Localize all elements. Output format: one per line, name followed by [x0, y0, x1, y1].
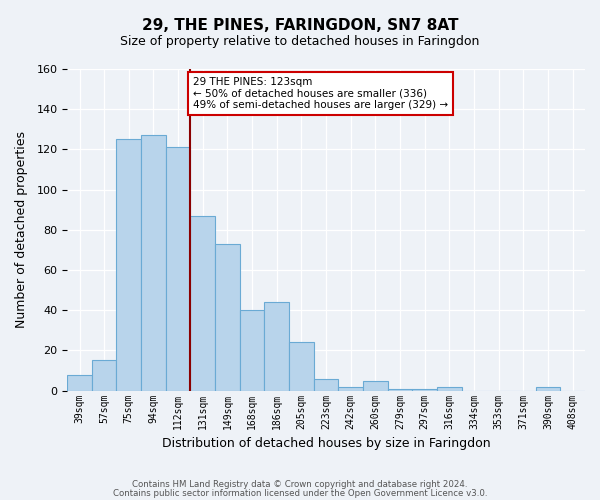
Bar: [314, 378, 338, 390]
Text: Contains HM Land Registry data © Crown copyright and database right 2024.: Contains HM Land Registry data © Crown c…: [132, 480, 468, 489]
Bar: [190, 216, 215, 390]
Y-axis label: Number of detached properties: Number of detached properties: [15, 132, 28, 328]
Bar: [363, 380, 388, 390]
Text: Size of property relative to detached houses in Faringdon: Size of property relative to detached ho…: [121, 35, 479, 48]
Bar: [92, 360, 116, 390]
Bar: [412, 388, 437, 390]
Text: 29, THE PINES, FARINGDON, SN7 8AT: 29, THE PINES, FARINGDON, SN7 8AT: [142, 18, 458, 32]
Text: Contains public sector information licensed under the Open Government Licence v3: Contains public sector information licen…: [113, 489, 487, 498]
Bar: [166, 148, 190, 390]
Bar: [265, 302, 289, 390]
X-axis label: Distribution of detached houses by size in Faringdon: Distribution of detached houses by size …: [162, 437, 490, 450]
Bar: [289, 342, 314, 390]
Bar: [240, 310, 265, 390]
Bar: [388, 388, 412, 390]
Text: 29 THE PINES: 123sqm
← 50% of detached houses are smaller (336)
49% of semi-deta: 29 THE PINES: 123sqm ← 50% of detached h…: [193, 77, 448, 110]
Bar: [536, 386, 560, 390]
Bar: [141, 136, 166, 390]
Bar: [437, 386, 462, 390]
Bar: [215, 244, 240, 390]
Bar: [338, 386, 363, 390]
Bar: [116, 140, 141, 390]
Bar: [67, 374, 92, 390]
